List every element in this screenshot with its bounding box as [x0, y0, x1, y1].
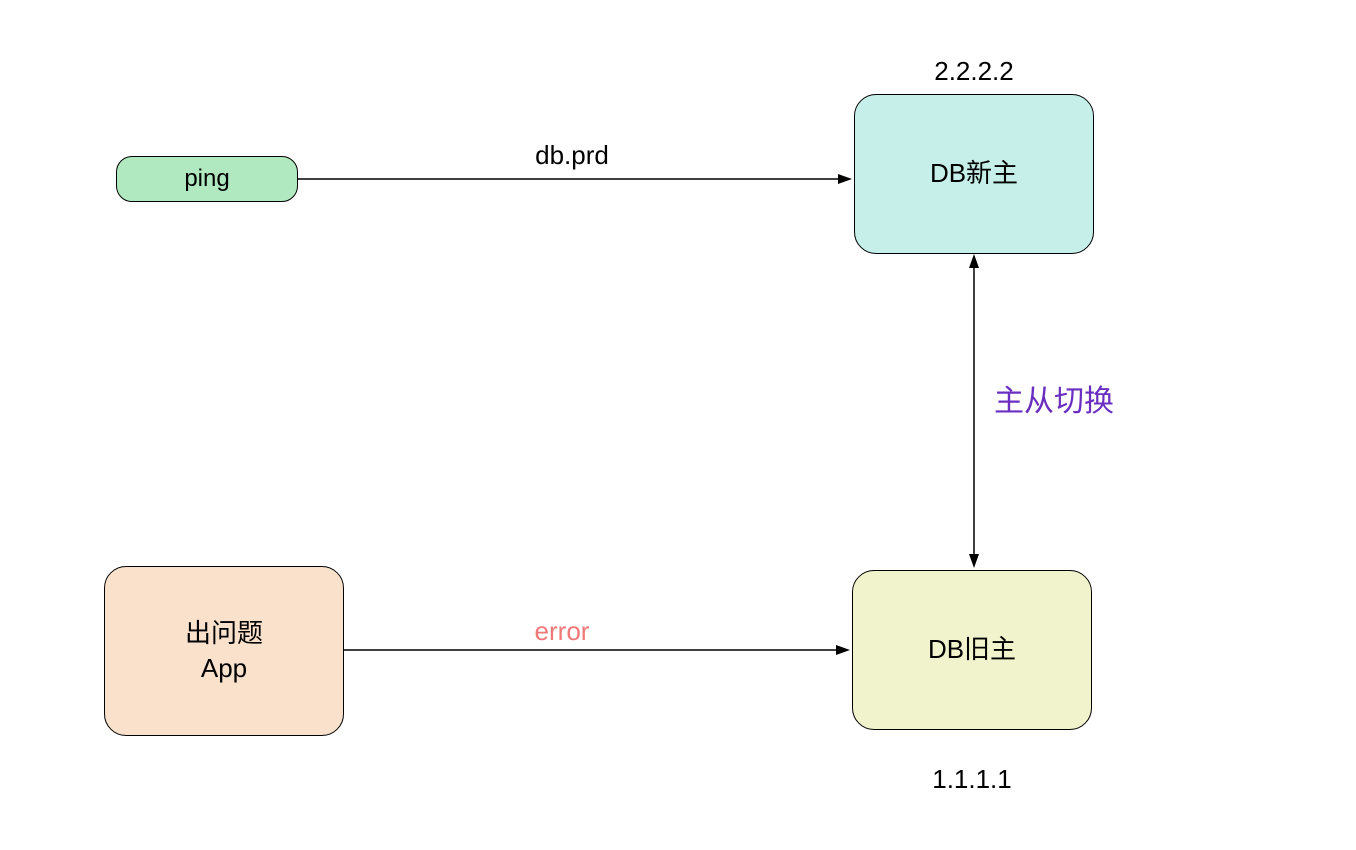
edge-label-error: error — [462, 616, 662, 647]
node-db-new: DB新主 — [854, 94, 1094, 254]
node-db-old-label: DB旧主 — [928, 632, 1016, 667]
edge-label-switch: 主从切换 — [994, 376, 1114, 420]
db-old-ip-caption: 1.1.1.1 — [872, 764, 1072, 795]
edge-label-dbprd: db.prd — [472, 140, 672, 171]
db-new-ip-text: 2.2.2.2 — [934, 56, 1014, 86]
db-old-ip-text: 1.1.1.1 — [932, 764, 1012, 794]
node-app: 出问题 App — [104, 566, 344, 736]
node-ping: ping — [116, 156, 298, 202]
db-new-ip-caption: 2.2.2.2 — [874, 56, 1074, 87]
node-ping-label: ping — [184, 163, 229, 195]
edge-label-error-text: error — [535, 616, 590, 646]
node-app-label: 出问题 App — [185, 616, 263, 686]
node-db-old: DB旧主 — [852, 570, 1092, 730]
node-db-new-label: DB新主 — [930, 156, 1018, 191]
edge-label-dbprd-text: db.prd — [535, 140, 609, 170]
edge-label-switch-text: 主从切换 — [994, 385, 1114, 418]
diagram-canvas: ping 出问题 App DB新主 DB旧主 2.2.2.2 1.1.1.1 d… — [0, 0, 1356, 850]
